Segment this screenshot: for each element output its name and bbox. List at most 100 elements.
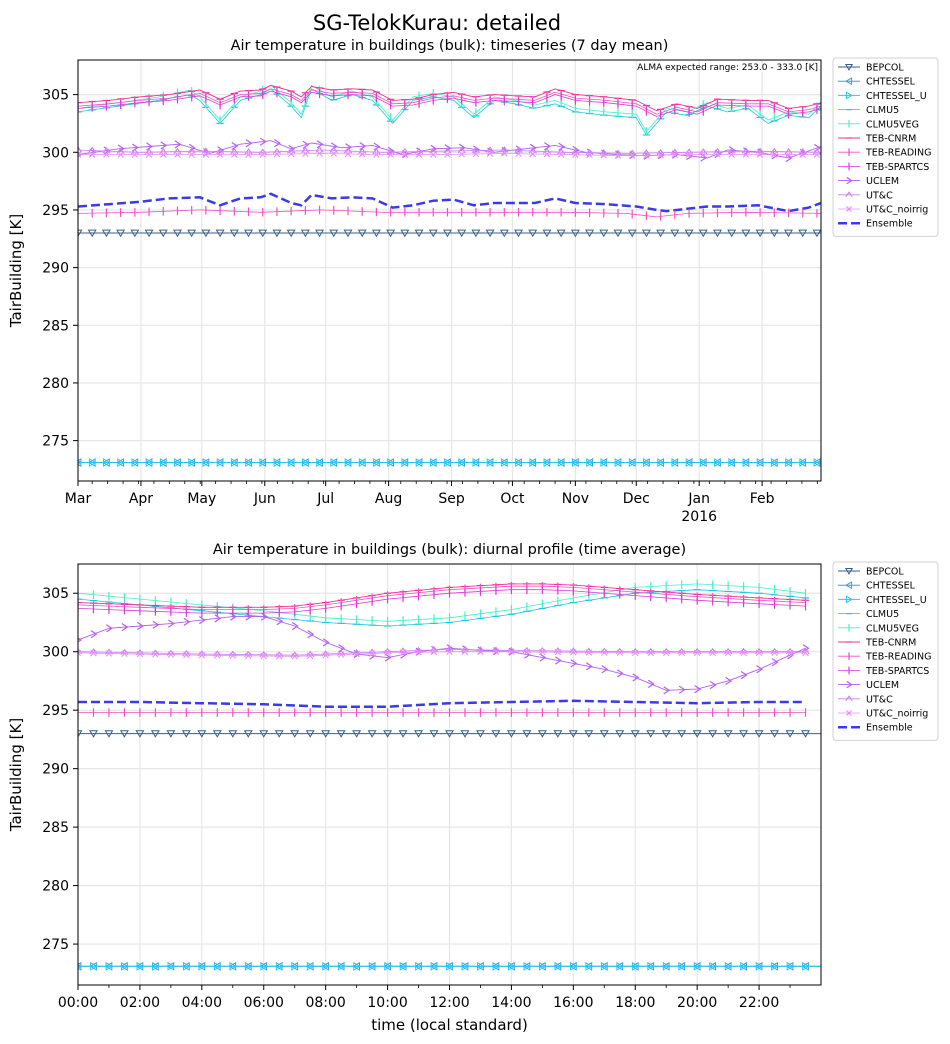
chart-2-xlabel: time (local standard) — [371, 1016, 528, 1034]
legend-label: BEPCOL — [866, 63, 904, 74]
chart-2-title: Air temperature in buildings (bulk): diu… — [213, 542, 686, 558]
series-ensemble — [78, 699, 806, 708]
series-markers — [78, 589, 810, 627]
x-tick-label: Jul — [316, 491, 334, 507]
legend-label: TEB-CNRM — [865, 134, 916, 145]
chart-1-title: Air temperature in buildings (bulk): tim… — [231, 38, 669, 54]
x-tick-label: 14:00 — [491, 995, 531, 1011]
series-line — [78, 616, 806, 691]
y-tick-label: 295 — [42, 703, 69, 719]
x-tick-label: 20:00 — [677, 995, 717, 1011]
x-tick-label: 16:00 — [553, 995, 593, 1011]
series-ut-c-noirrig — [78, 648, 809, 660]
series-markers — [78, 150, 821, 159]
x-tick-label: Aug — [375, 491, 402, 507]
chart-1-legend: BEPCOL CHTESSEL CHTESSEL_U CLMU5 CLMU5VEG TEB… — [832, 57, 939, 237]
series-teb-spartcs — [78, 88, 821, 120]
series-bepcol — [78, 229, 821, 238]
chart-2-frame — [77, 563, 822, 986]
alma-range-annotation: ALMA expected range: 253.0 - 333.0 [K] — [637, 63, 818, 73]
y-tick-label: 300 — [42, 145, 69, 161]
series-line — [78, 90, 821, 117]
legend-label: TEB-SPARTCS — [865, 162, 929, 173]
legend-label: UCLEM — [866, 680, 899, 691]
legend-item: UT&C — [838, 190, 893, 201]
legend-label: UCLEM — [866, 176, 899, 187]
legend-item: CHTESSEL — [838, 77, 916, 88]
legend-item: TEB-SPARTCS — [838, 666, 929, 677]
y-tick-label: 305 — [42, 586, 69, 602]
series-teb-reading-low — [78, 205, 821, 221]
y-tick-label: 285 — [42, 820, 69, 836]
legend-item: BEPCOL — [838, 63, 904, 74]
series-chtessel-u — [78, 458, 821, 468]
x-tick-label: 08:00 — [305, 995, 345, 1011]
series-markers — [78, 88, 818, 120]
legend-label: CHTESSEL_U — [866, 595, 927, 606]
chart-panel-1: Air temperature in buildings (bulk): tim… — [7, 38, 939, 525]
series-markers — [78, 583, 810, 608]
x-tick-label: 04:00 — [182, 995, 222, 1011]
legend-label: TEB-CNRM — [865, 638, 916, 649]
legend-item: UT&C_noirrig — [838, 709, 928, 720]
x-tick-label: Nov — [562, 491, 589, 507]
series-markers — [78, 579, 807, 626]
series-teb-reading-low — [78, 708, 807, 717]
series-teb-spartcs — [78, 585, 807, 618]
series-markers — [78, 585, 807, 618]
y-tick-label: 295 — [42, 203, 69, 219]
legend-label: BEPCOL — [866, 567, 904, 578]
legend-label: CLMU5VEG — [866, 623, 919, 634]
x-tick-label: May — [187, 491, 216, 507]
series-line — [78, 152, 821, 157]
x-tick-label: Jan — [687, 491, 710, 507]
series-line — [78, 84, 821, 112]
series-bepcol — [78, 730, 821, 738]
legend-item: UCLEM — [838, 176, 899, 187]
x-tick-sublabel: 2016 — [681, 509, 717, 525]
series-line — [78, 140, 821, 159]
legend-label: CLMU5 — [866, 105, 899, 116]
legend-label: TEB-READING — [865, 148, 931, 159]
series-markers — [78, 648, 809, 660]
x-tick-label: Apr — [129, 491, 153, 507]
x-tick-label: 06:00 — [244, 995, 284, 1011]
legend-item: CLMU5VEG — [838, 623, 919, 634]
series-ut-c — [78, 645, 810, 658]
y-tick-label: 275 — [42, 434, 69, 450]
legend-item: CHTESSEL — [838, 581, 916, 592]
x-tick-label: 10:00 — [367, 995, 407, 1011]
series-markers — [78, 645, 810, 658]
legend-label: CLMU5 — [866, 609, 899, 620]
legend-item: UCLEM — [838, 680, 899, 691]
legend-item: CLMU5VEG — [838, 119, 919, 130]
legend-label: CHTESSEL — [866, 581, 916, 592]
y-tick-label: 305 — [42, 88, 69, 104]
series-teb-cnrm — [78, 583, 810, 608]
legend-label: Ensemble — [866, 723, 913, 734]
x-tick-label: 02:00 — [120, 995, 160, 1011]
x-tick-label: Mar — [65, 491, 92, 507]
series-line — [78, 88, 821, 136]
series-markers — [78, 708, 807, 717]
series-line — [78, 209, 821, 218]
x-tick-label: Dec — [623, 491, 650, 507]
series-line — [78, 88, 821, 115]
legend-item: Ensemble — [838, 723, 913, 734]
x-tick-label: Sep — [438, 491, 465, 507]
legend-label: TEB-READING — [865, 652, 931, 663]
legend-item: TEB-READING — [838, 148, 931, 159]
series-clmu5 — [78, 589, 810, 627]
chart-1-grid — [77, 60, 821, 481]
legend-item: CLMU5 — [838, 105, 899, 116]
chart-2-grid — [77, 564, 821, 985]
legend-label: TEB-SPARTCS — [865, 666, 929, 677]
y-tick-label: 275 — [42, 937, 69, 953]
legend-label: UT&C_noirrig — [866, 709, 928, 720]
y-tick-label: 280 — [42, 376, 69, 392]
x-tick-label: Jun — [253, 491, 276, 507]
series-markers — [78, 961, 810, 971]
x-tick-label: Oct — [500, 491, 525, 507]
legend-item: UT&C — [838, 694, 893, 705]
